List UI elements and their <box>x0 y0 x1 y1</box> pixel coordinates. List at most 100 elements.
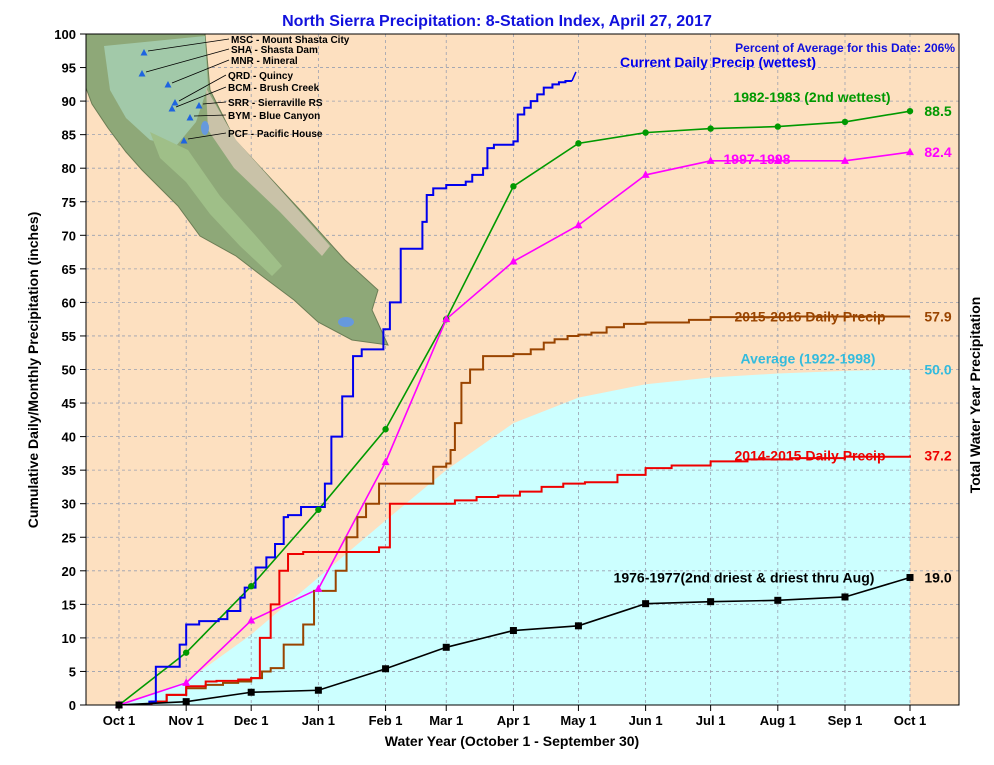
data-point <box>841 118 849 126</box>
y-tick-label: 60 <box>62 295 76 310</box>
y-tick-label: 85 <box>62 128 76 143</box>
station-leader <box>171 59 230 84</box>
station-marker <box>140 49 148 56</box>
data-point <box>314 686 322 694</box>
data-point <box>774 123 782 130</box>
data-point <box>641 170 650 178</box>
chart-title: North Sierra Precipitation: 8-Station In… <box>282 13 712 30</box>
series-line-5 <box>119 79 572 705</box>
data-point <box>906 107 914 115</box>
station-label: PCF - Pacific House <box>228 129 323 140</box>
station-marker <box>195 102 203 109</box>
y-tick-label: 65 <box>62 262 76 277</box>
station-label: BCM - Brush Creek <box>228 83 320 94</box>
mountain-band <box>206 88 330 256</box>
station-label: MSC - Mount Shasta City <box>231 35 350 46</box>
series-name: 2015-2016 Daily Precip <box>735 308 886 324</box>
y-tick-label: 75 <box>62 195 76 210</box>
data-point <box>706 156 715 164</box>
x-tick-label: Oct 1 <box>103 713 136 728</box>
y-tick-label: 55 <box>62 329 76 344</box>
x-tick-label: Jun 1 <box>629 713 663 728</box>
x-tick-label: Sep 1 <box>828 713 863 728</box>
station-leader <box>187 132 227 140</box>
series-name: Current Daily Precip (wettest) <box>620 54 816 70</box>
data-point <box>841 593 849 601</box>
station-leader <box>175 86 227 108</box>
salton-sea <box>338 317 354 327</box>
x-tick-label: Jul 1 <box>696 713 726 728</box>
data-point <box>840 156 849 164</box>
y-tick-label: 15 <box>62 597 76 612</box>
data-point <box>382 426 389 433</box>
station-leader <box>193 114 227 117</box>
station-label: QRD - Quincy <box>228 71 293 82</box>
data-point <box>574 622 582 630</box>
data-point <box>707 598 715 606</box>
series-line-4 <box>119 455 911 705</box>
y-tick-label: 0 <box>69 698 76 713</box>
y-tick-label: 40 <box>62 430 76 445</box>
y-tick-label: 50 <box>62 363 76 378</box>
station-label: MNR - Mineral <box>231 56 298 67</box>
data-point <box>381 457 390 466</box>
y-axis-label: Cumulative Daily/Monthly Precipitation (… <box>25 212 41 529</box>
data-point <box>509 256 518 265</box>
data-point <box>906 574 914 582</box>
x-tick-label: Apr 1 <box>497 713 530 728</box>
y-tick-label: 30 <box>62 497 76 512</box>
series-total-value: 57.9 <box>924 308 951 324</box>
x-tick-label: Feb 1 <box>369 713 403 728</box>
central-valley <box>150 132 282 276</box>
station-marker <box>138 70 146 77</box>
series-name: 1997-1998 <box>724 151 791 167</box>
station-leader <box>178 74 227 102</box>
x-tick-label: Nov 1 <box>168 713 203 728</box>
data-point <box>182 678 191 686</box>
data-point <box>510 183 517 190</box>
y-tick-label: 95 <box>62 61 76 76</box>
station-marker <box>186 114 194 121</box>
station-marker <box>171 99 179 106</box>
data-point <box>247 688 255 696</box>
station-leader <box>202 101 227 105</box>
data-point <box>642 129 649 136</box>
station-leader <box>145 48 230 73</box>
data-point <box>707 125 714 132</box>
data-point <box>509 627 517 635</box>
station-marker <box>180 137 188 144</box>
x-tick-label: Aug 1 <box>760 713 796 728</box>
sierra-region <box>104 36 208 146</box>
data-point <box>442 643 450 651</box>
data-point <box>575 140 582 147</box>
percent-of-average-note: Percent of Average for this Date: 206% <box>735 41 955 55</box>
series-total-value: 37.2 <box>924 447 951 463</box>
data-point <box>314 584 323 592</box>
current-pointer <box>571 71 577 82</box>
y-tick-label: 90 <box>62 94 76 109</box>
x-tick-label: Jan 1 <box>302 713 335 728</box>
data-point <box>182 649 190 656</box>
y-tick-label: 45 <box>62 396 76 411</box>
data-point <box>442 314 451 323</box>
data-point <box>906 147 914 156</box>
station-label: SRR - Sierraville RS <box>228 98 323 109</box>
station-marker <box>164 81 172 88</box>
station-label: SHA - Shasta Dam <box>231 45 318 56</box>
x-tick-label: May 1 <box>560 713 596 728</box>
y-tick-label: 20 <box>62 564 76 579</box>
station-leader <box>147 38 230 52</box>
data-point <box>642 600 650 608</box>
y-tick-label: 25 <box>62 530 76 545</box>
station-marker <box>168 105 176 112</box>
series-name: Average (1922-1998) <box>741 351 876 367</box>
station-label: BYM - Blue Canyon <box>228 111 320 122</box>
data-point <box>382 665 390 673</box>
right-axis-label: Total Water Year Precipitation <box>967 297 983 494</box>
data-point <box>247 583 255 590</box>
x-tick-label: Dec 1 <box>234 713 269 728</box>
y-tick-label: 100 <box>54 27 76 42</box>
data-point <box>247 615 256 624</box>
y-tick-label: 80 <box>62 161 76 176</box>
